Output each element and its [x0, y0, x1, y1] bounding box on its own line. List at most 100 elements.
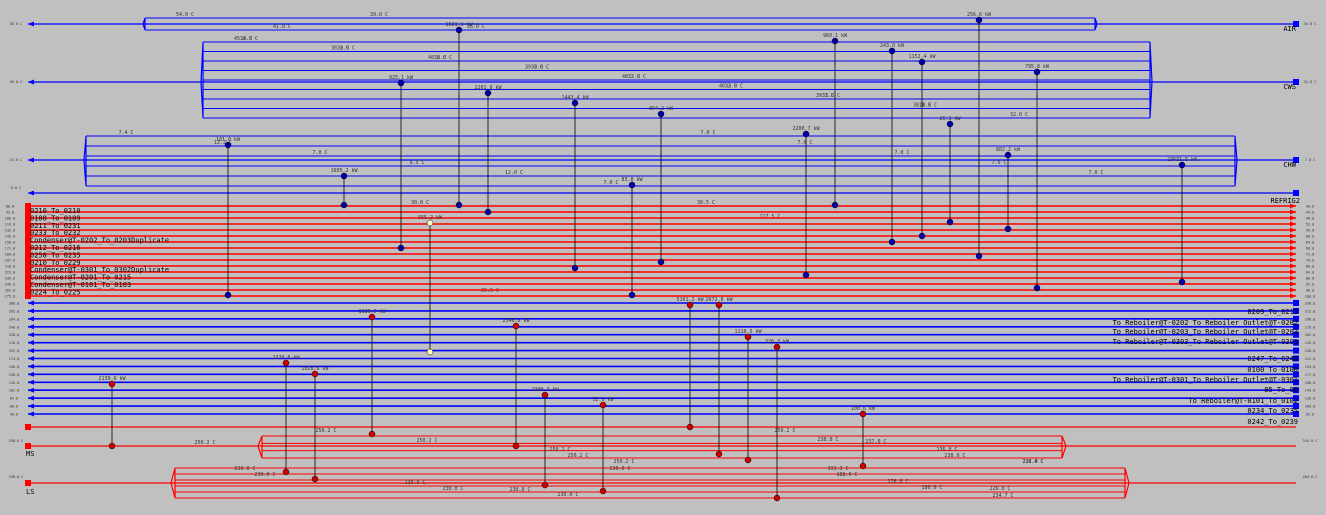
refrig-label: REFRIG2: [1270, 197, 1300, 205]
cold-stream-name-0: 0209_To_0215: [1247, 308, 1298, 316]
cold-stream-arrow-11: [28, 387, 34, 393]
cold-stream-rtemp-8: 194.0: [1305, 365, 1316, 369]
air-label: AIR: [1283, 25, 1296, 33]
hot-stream-arrow-11: [1290, 269, 1296, 275]
exchanger-duty-7: 2201.9 kW: [474, 85, 502, 91]
refrig-temp-0: 30.0 C: [411, 200, 429, 206]
cws-temp-8: 32.0 C: [1010, 112, 1028, 118]
cws-temp-10: 32.0 C: [337, 46, 355, 52]
air-temp-2: 39.0 C: [370, 12, 388, 18]
exchanger-duty-3: 243.0 kW: [880, 43, 905, 49]
cws-temp-6: 39.1 C: [816, 93, 834, 99]
cold-stream-name-7: 85_To_86: [1264, 386, 1298, 394]
hot-stream-start-7: [25, 245, 31, 251]
refrig-terminal: [1293, 190, 1299, 196]
exchanger-node-top-2: [831, 37, 839, 45]
ls-split-left: [170, 467, 176, 499]
exchanger-duty-27: 2300.3 kW: [531, 387, 559, 393]
exchanger-node-top-26: [108, 380, 116, 388]
cold-stream-name-2: To Reboiler@T-0203_To Reboiler Outlet@T-…: [1113, 328, 1298, 336]
exchanger-duty-23: 320.3 kW: [765, 339, 790, 345]
hot-stream-start-10: [25, 263, 31, 269]
exchanger-node-top-27: [541, 391, 549, 399]
exchanger-node-top-14: [1004, 151, 1012, 159]
exchanger-node-top-17: [426, 219, 434, 227]
cws-temp-1: 38.9 C: [331, 46, 349, 52]
exchanger-duty-26: 2139.6 kW: [98, 376, 126, 382]
cold-stream-terminal-7: [1293, 355, 1299, 362]
cold-stream-terminal-12: [1293, 395, 1299, 402]
cold-stream-temp-14: 48.0: [10, 413, 18, 417]
cold-stream-arrow-0: [28, 300, 34, 306]
exchanger-duty-15: 23631.5 kW: [1167, 157, 1198, 163]
exchanger-node-top-0: [455, 26, 463, 34]
exchanger-node-top-7: [484, 89, 492, 97]
exchanger-node-top-21: [715, 301, 723, 309]
cold-stream-rtemp-5: 245.0: [1305, 341, 1316, 345]
cws-arrow: [28, 79, 34, 85]
hot-stream-name-11: 0224_To_0225: [30, 288, 81, 296]
ms-temp-3: 250.2 C: [549, 447, 570, 453]
exchanger-node-bottom-17: [426, 348, 434, 356]
cold-stream-arrow-3: [28, 324, 34, 330]
cws-label: CWS: [1283, 83, 1296, 91]
cold-stream-rtemp-10: 160.0: [1305, 381, 1316, 385]
chw-temp-10: 7.0 C: [1088, 170, 1103, 176]
hot-stream-rtemp-0: 40.0: [1306, 205, 1314, 209]
hot-stream-rtemp-6: 64.0: [1306, 241, 1314, 245]
chw-temp-9: 7.0 C: [991, 160, 1006, 166]
hot-stream-arrow-8: [1290, 251, 1296, 257]
ms-top-start: [25, 424, 31, 430]
hot-stream-temp-11: 223.0: [5, 271, 16, 275]
cws-temp-13: 32.0 C: [628, 74, 646, 80]
exchanger-node-bottom-21: [715, 450, 723, 458]
hot-stream-start-11: [25, 269, 31, 275]
ms-temp-4: 250.2 C: [567, 453, 588, 459]
exchanger-node-top-28: [599, 401, 607, 409]
cold-stream-terminal-9: [1293, 371, 1299, 378]
cold-stream-arrow-13: [28, 403, 34, 409]
exchanger-duty-6: 925.1 kW: [389, 75, 414, 81]
cold-stream-temp-4: 228.0: [9, 333, 20, 337]
hot-stream-rtemp-3: 52.0: [1306, 223, 1314, 227]
hot-stream-start-9: [25, 257, 31, 263]
chw-right-temp: 7.0 C: [1305, 158, 1316, 162]
exchanger-node-top-4: [918, 58, 926, 66]
exchanger-node-bottom-6: [397, 244, 405, 252]
cold-stream-arrow-5: [28, 340, 34, 346]
hot-stream-temp-7: 171.0: [5, 247, 16, 251]
cold-stream-arrow-1: [28, 308, 34, 314]
cold-stream-temp-6: 192.0: [9, 349, 20, 353]
hot-stream-start-13: [25, 281, 31, 287]
exchanger-duty-4: 1152.4 kW: [908, 54, 936, 60]
exchanger-node-top-15: [1178, 161, 1186, 169]
chw-temp-7: 7.0 C: [797, 140, 812, 146]
cold-stream-temp-9: 138.0: [9, 373, 20, 377]
hot-stream-temp-1: 93.0: [6, 211, 14, 215]
ms-terminal: [25, 443, 31, 449]
chw-left-temp: 15.0 C: [10, 158, 23, 162]
cold-stream-rtemp-13: 109.0: [1305, 405, 1316, 409]
exchanger-node-bottom-16: [628, 291, 636, 299]
hot-stream-rtemp-15: 100.0: [1305, 295, 1316, 299]
exchanger-node-top-23: [773, 343, 781, 351]
exchanger-duty-20: 5161.2 kW: [676, 297, 704, 303]
chw-temp-6: 7.0 C: [700, 130, 715, 136]
ls-temp-4: 230.0 C: [509, 487, 530, 493]
hot-stream-temp-13: 249.0: [5, 283, 16, 287]
hot-stream-name-8: Condenser@T-0301_To_0302Duplicate: [30, 266, 169, 274]
exchanger-node-bottom-10: [802, 271, 810, 279]
hot-stream-rtemp-7: 68.0: [1306, 247, 1314, 251]
hot-stream-temp-5: 145.0: [5, 235, 16, 239]
hot-stream-temp-12: 236.0: [5, 277, 16, 281]
exchanger-node-top-3: [888, 47, 896, 55]
hot-stream-arrow-5: [1290, 233, 1296, 239]
air-split-left: [142, 17, 146, 31]
cold-stream-terminal-14: [1293, 411, 1299, 417]
cold-stream-temp-10: 120.0: [9, 381, 20, 385]
hot-stream-rtemp-9: 76.0: [1306, 259, 1314, 263]
cws-temp-16: 10.9 C: [919, 103, 937, 109]
air-temp-0: 54.0 C: [176, 12, 194, 18]
ls-temp-5: 230.0 C: [557, 492, 578, 498]
cws-temp-12: 32.0 C: [531, 65, 549, 71]
